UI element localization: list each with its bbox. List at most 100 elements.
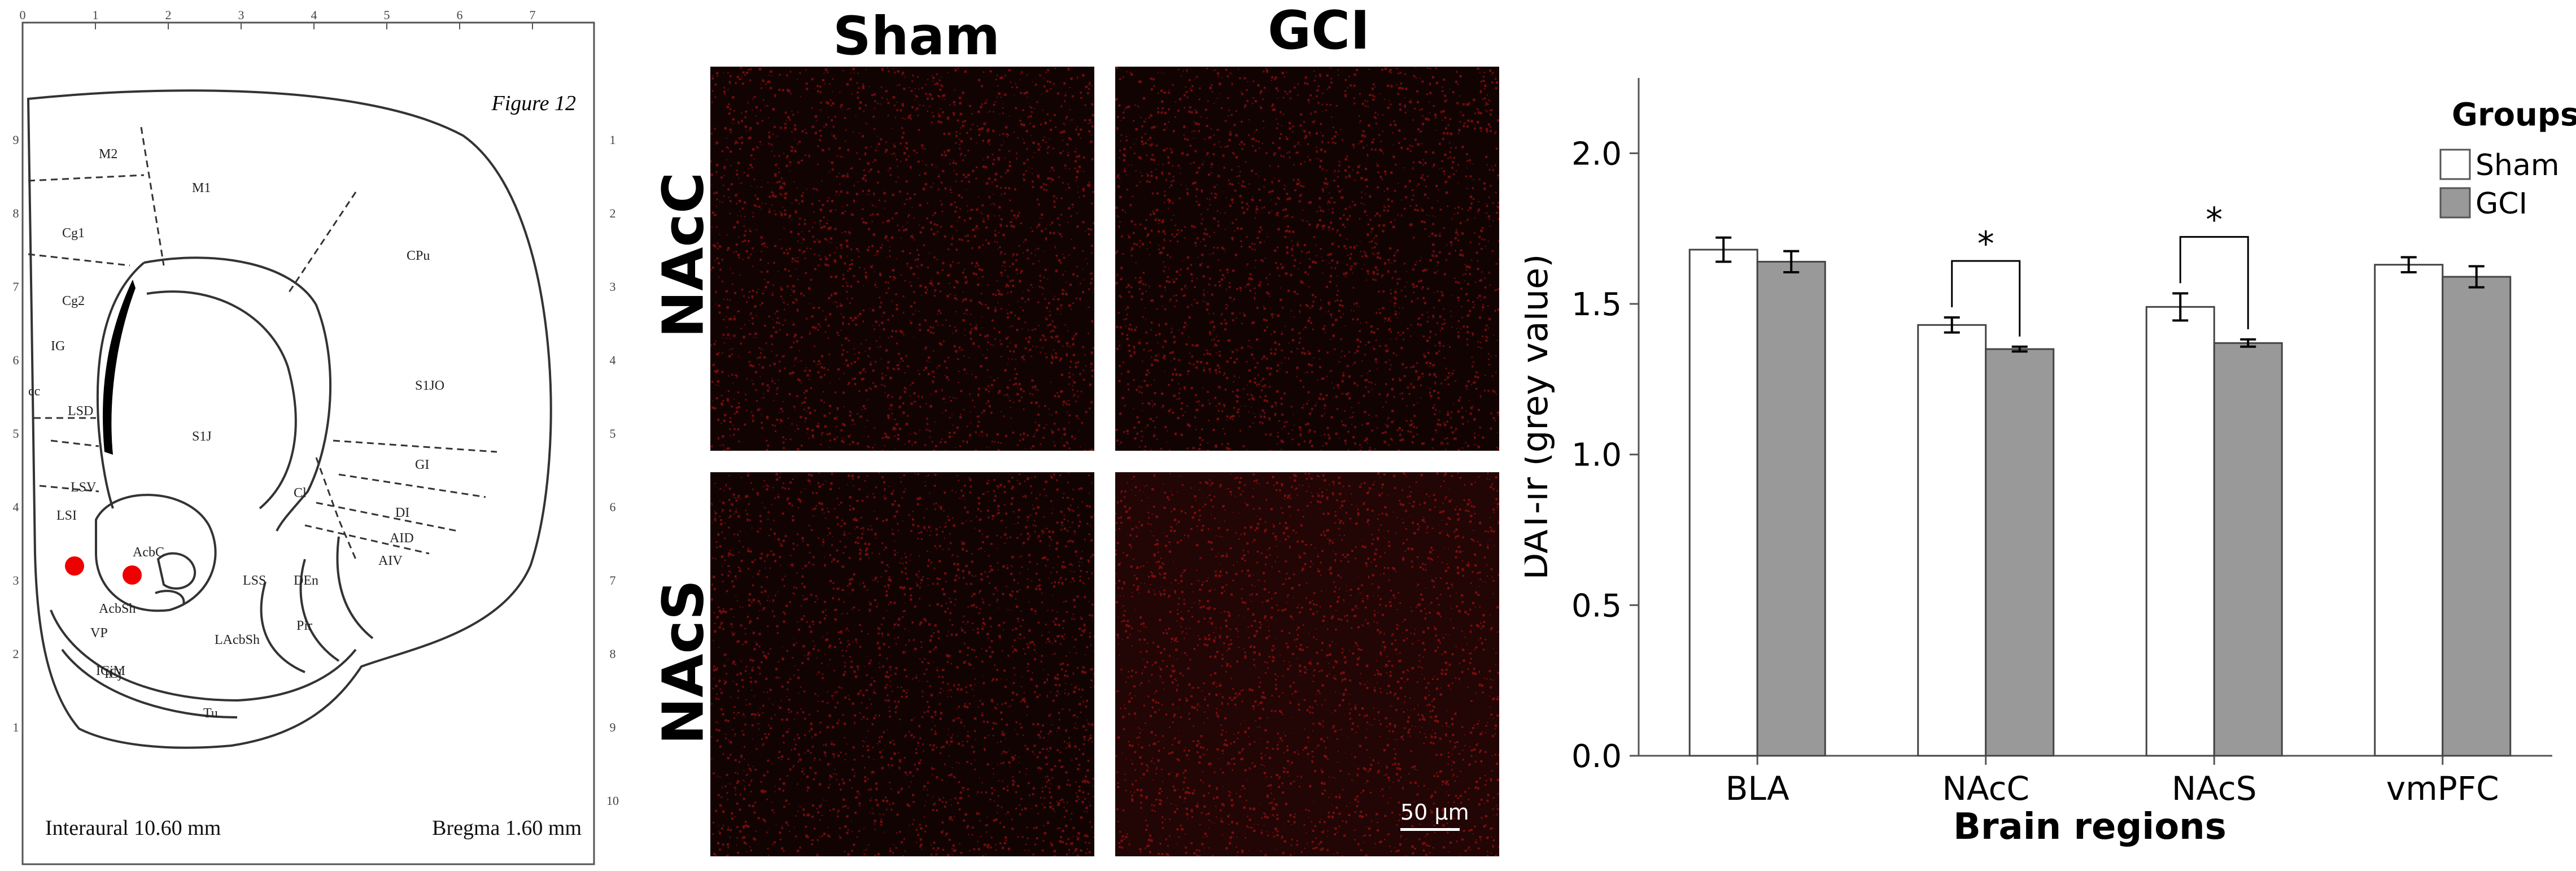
- atlas-region-label: LSV: [71, 480, 97, 495]
- atlas-left-tick-label: 8: [13, 206, 19, 220]
- scale-bar: [1400, 828, 1460, 831]
- atlas-figure-label: Figure 12: [491, 92, 576, 115]
- legend-label-gci: GCI: [2475, 187, 2527, 221]
- significance-star-nacs: *: [2206, 200, 2223, 239]
- row-label-nacs: NAcS: [650, 580, 717, 745]
- atlas-region-label: ICj: [104, 667, 122, 681]
- atlas-left-tick-label: 9: [13, 133, 19, 147]
- atlas-left-tick-label: 1: [13, 720, 19, 734]
- bar-gci-nacc: [1985, 348, 2055, 757]
- stain-dots: [710, 67, 1094, 451]
- col-header-sham: Sham: [833, 6, 1000, 67]
- micrograph-sham-nacc: [710, 67, 1094, 451]
- bar-sham-nacs: [2145, 306, 2215, 757]
- dat-ir-bar-chart: 0.00.51.01.52.0 BLA NAcC NAcS vmPFC ** DAT-…: [1525, 78, 2576, 848]
- atlas-top-tick-label: 4: [311, 8, 317, 22]
- atlas-left-tick-label: 2: [13, 647, 19, 661]
- atlas-region-label: GI: [415, 458, 429, 472]
- bar-gci-nacs: [2213, 342, 2283, 757]
- atlas-top-tick-label: 6: [457, 8, 463, 22]
- stain-speckle: [1115, 472, 1499, 856]
- atlas-top-tick-label: 7: [530, 8, 536, 22]
- bars: [1688, 249, 2512, 757]
- y-ticks: 0.0 0.5 1.0 1.5 2.0: [1571, 136, 1639, 775]
- error-bar-gci-vmpfc: [2468, 265, 2485, 289]
- atlas-region-label: AcbC: [133, 545, 164, 560]
- atlas-left-ticks: 9 8 7 6 5 4 3 2 1: [13, 133, 19, 734]
- sampling-marker-shell: [65, 556, 84, 576]
- atlas-left-tick-label: 3: [13, 573, 19, 587]
- atlas-top-tick-label: 1: [93, 8, 99, 22]
- legend-swatch-sham: [2439, 149, 2471, 180]
- legend-title: Groups: [2452, 97, 2576, 133]
- atlas-region-label: M2: [99, 147, 117, 162]
- significance-bracket-nacc: [1951, 260, 2021, 337]
- atlas-region-labels: M2 M1 Cg1 Cg2 S1J CPu S1JO GI DI AID AIV LSD LSV LSI A…: [28, 147, 444, 721]
- atlas-region-label: Cg1: [62, 226, 85, 241]
- atlas-region-label: AcbSh: [99, 602, 136, 616]
- error-bar-gci-nacs: [2240, 338, 2256, 348]
- sampling-marker-core: [123, 565, 142, 585]
- atlas-region-label: DI: [395, 506, 409, 520]
- significance-star-nacc: *: [1977, 224, 1994, 264]
- region-boundaries: [28, 127, 497, 560]
- legend: Groups Sham GCI: [2439, 97, 2576, 221]
- atlas-right-tick-label: 2: [610, 206, 616, 220]
- y-tick-label: 0.0: [1571, 738, 1622, 775]
- stain-speckle: [1115, 67, 1499, 451]
- y-tick-label: 1.5: [1571, 286, 1622, 323]
- col-header-gci: GCI: [1268, 0, 1370, 62]
- error-bars: [1715, 236, 2485, 353]
- atlas-right-tick-label: 9: [610, 720, 616, 734]
- atlas-frame: [21, 21, 595, 865]
- bar-sham-bla: [1688, 249, 1758, 757]
- atlas-top-tick-label: 0: [20, 8, 26, 22]
- atlas-bregma-label: Bregma 1.60 mm: [432, 816, 582, 840]
- bar-sham-nacc: [1917, 324, 1987, 757]
- stain-speckle: [710, 67, 1094, 451]
- atlas-region-label: VP: [90, 626, 108, 641]
- error-bar-sham-nacs: [2172, 292, 2189, 322]
- micrograph-gci-nacs: 50 µm: [1115, 472, 1499, 856]
- error-bar-sham-vmpfc: [2400, 256, 2417, 273]
- error-bar-gci-nacc: [2011, 345, 2028, 353]
- atlas-right-tick-label: 5: [610, 426, 616, 441]
- y-tick-label: 0.5: [1571, 587, 1622, 624]
- atlas-region-label: S1JO: [415, 378, 444, 393]
- atlas-interaural-label: Interaural 10.60 mm: [45, 816, 221, 840]
- atlas-top-ticks: 0 1 2 3 4 5 6 7: [20, 8, 536, 29]
- atlas-region-label: LAcbSh: [215, 633, 260, 647]
- atlas-region-label: Cl: [294, 486, 307, 500]
- atlas-region-label: cc: [28, 384, 40, 399]
- y-tick-label: 1.0: [1571, 437, 1622, 474]
- stain-dots: [711, 472, 1094, 856]
- atlas-region-label: IG: [51, 339, 65, 354]
- micrograph-gci-nacc: [1115, 67, 1499, 451]
- error-bar-gci-bla: [1783, 250, 1800, 273]
- micrograph-sham-nacs: [710, 472, 1094, 856]
- atlas-region-label: LSD: [68, 404, 93, 419]
- x-tick-label-nacc: NAcC: [1942, 769, 2029, 808]
- atlas-region-label: LSS: [243, 573, 266, 588]
- stain-dots: [1115, 472, 1499, 856]
- atlas-left-tick-label: 5: [13, 426, 19, 441]
- atlas-right-tick-label: 4: [610, 353, 616, 367]
- atlas-top-tick-label: 5: [384, 8, 390, 22]
- atlas-top-tick-label: 2: [165, 8, 172, 22]
- bar-gci-vmpfc: [2442, 276, 2512, 757]
- significance-bracket-nacs: [2179, 236, 2249, 329]
- brain-section-outline: [27, 89, 552, 749]
- bar-sham-vmpfc: [2374, 264, 2444, 757]
- atlas-right-tick-label: 7: [610, 573, 616, 587]
- row-label-nacc: NAcC: [650, 172, 717, 338]
- error-bar-sham-bla: [1715, 236, 1732, 263]
- atlas-left-tick-label: 4: [13, 500, 19, 514]
- lateral-ventricle: [103, 280, 136, 455]
- legend-label-sham: Sham: [2475, 149, 2559, 182]
- atlas-top-tick-label: 3: [238, 8, 244, 22]
- legend-swatch-gci: [2439, 187, 2471, 219]
- atlas-region-label: Tu: [203, 706, 218, 721]
- atlas-right-tick-label: 8: [610, 647, 616, 661]
- atlas-region-label: DEn: [294, 573, 318, 588]
- x-tick-label-nacs: NAcS: [2172, 769, 2257, 808]
